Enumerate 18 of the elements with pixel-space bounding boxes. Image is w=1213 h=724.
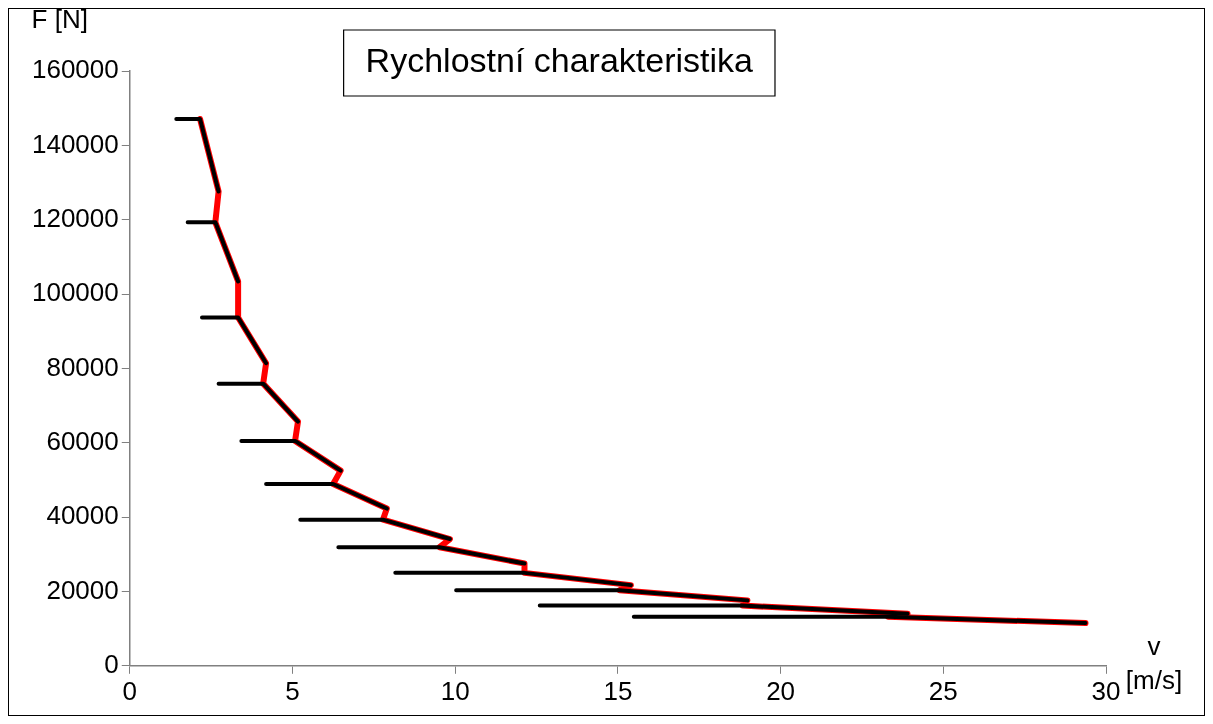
y-tick-label: 0 [104, 648, 119, 679]
y-tick-label: 20000 [46, 574, 119, 605]
y-tick-label: 40000 [46, 500, 119, 531]
y-tick-label: 60000 [46, 425, 119, 456]
y-tick-label: 140000 [31, 128, 119, 159]
y-tick-label: 80000 [46, 351, 119, 382]
y-tick-label: 100000 [31, 277, 119, 308]
x-tick-label: 15 [603, 675, 633, 706]
y-tick-label: 120000 [31, 202, 119, 233]
chart-title: Rychlostní charakteristika [365, 41, 754, 80]
x-tick-label: 25 [928, 675, 958, 706]
y-axis-title: F [N] [31, 4, 88, 35]
x-tick-label: 20 [766, 675, 796, 706]
x-tick-label: 10 [440, 675, 470, 706]
x-tick-label: 30 [1091, 675, 1121, 706]
x-axis-title: v [m/s] [1125, 630, 1183, 695]
y-tick-label: 160000 [31, 54, 119, 85]
x-tick-label: 5 [285, 675, 300, 706]
